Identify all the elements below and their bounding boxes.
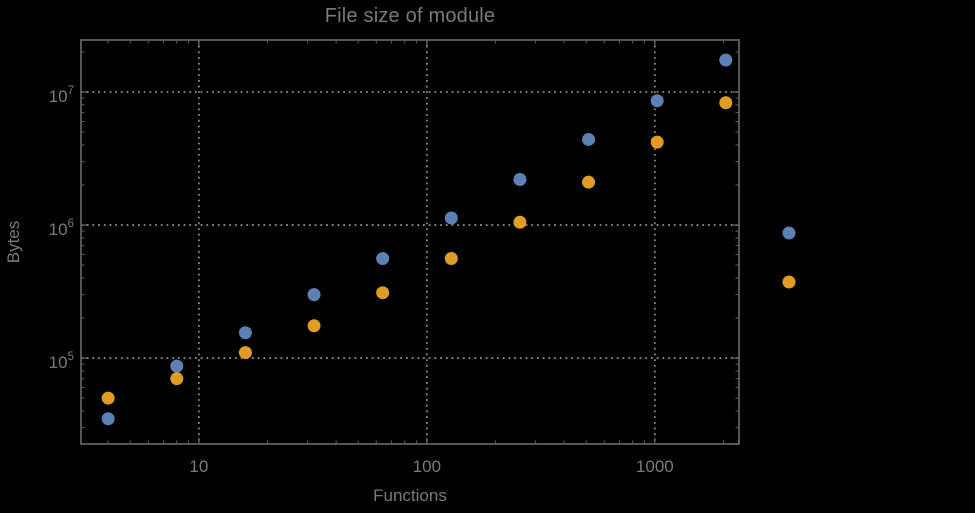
data-point-series-blue [307, 288, 321, 302]
data-point-series-blue [170, 359, 184, 373]
data-point-series-blue [582, 132, 596, 146]
data-point-series-orange [307, 319, 321, 333]
data-point-series-orange [238, 346, 252, 360]
data-point-series-orange [170, 372, 184, 386]
data-point-series-blue [101, 412, 115, 426]
legend-marker-series-orange [782, 275, 796, 289]
y-tick-exponent: 5 [68, 351, 74, 363]
y-tick-exponent: 6 [68, 218, 74, 230]
y-tick-label: 107 [49, 85, 74, 106]
data-point-series-orange [376, 286, 390, 300]
y-axis-label: Bytes [4, 220, 23, 264]
data-point-series-orange [582, 175, 596, 189]
data-point-series-blue [513, 172, 527, 186]
data-point-series-blue [719, 53, 733, 67]
data-point-series-blue [238, 326, 252, 340]
chart-title: File size of module [324, 5, 496, 27]
x-tick-label: 100 [413, 457, 441, 476]
x-axis-label: Functions [373, 486, 447, 505]
y-tick-label: 106 [49, 218, 74, 239]
data-point-series-blue [444, 211, 458, 225]
plot-frame [80, 39, 740, 445]
data-point-series-orange [719, 96, 733, 110]
data-point-series-orange [101, 391, 115, 405]
x-tick-label: 1000 [636, 457, 674, 476]
data-point-series-orange [650, 135, 664, 149]
legend-marker-series-blue [782, 226, 796, 240]
data-point-series-blue [376, 252, 390, 266]
y-tick-label: 105 [49, 351, 74, 372]
x-tick-label: 10 [189, 457, 208, 476]
data-point-series-orange [444, 252, 458, 266]
y-tick-exponent: 7 [68, 85, 74, 97]
data-point-series-orange [513, 215, 527, 229]
data-point-series-blue [650, 94, 664, 108]
